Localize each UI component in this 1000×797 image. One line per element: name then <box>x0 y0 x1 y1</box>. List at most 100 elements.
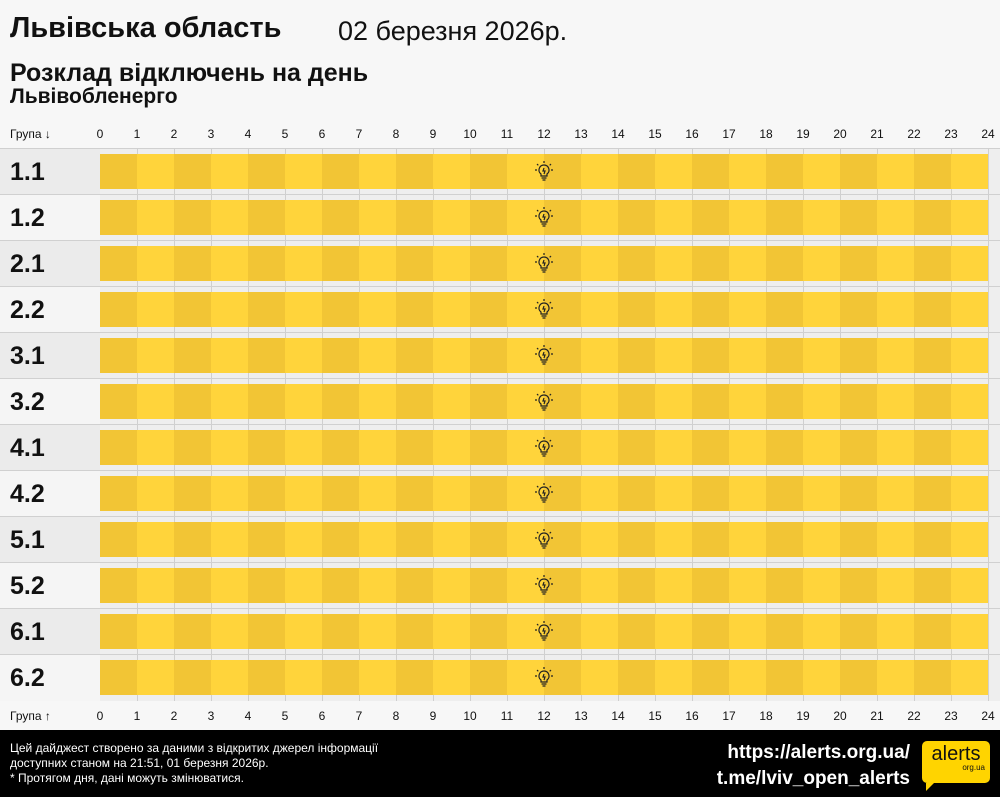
hour-slot <box>248 338 285 373</box>
hour-tick: 3 <box>207 709 215 723</box>
hour-gridline <box>988 379 989 425</box>
hour-tick: 9 <box>429 709 437 723</box>
hour-slot <box>729 338 766 373</box>
group-sort-label[interactable]: Група ↑ <box>10 709 51 723</box>
hour-tick: 16 <box>685 127 699 141</box>
hour-slot <box>211 430 248 465</box>
hour-slot <box>618 660 655 695</box>
hour-slot <box>174 430 211 465</box>
hour-slot <box>359 384 396 419</box>
hour-slot <box>618 522 655 557</box>
hour-slot <box>729 522 766 557</box>
power-on-bar <box>100 430 988 465</box>
hour-slot <box>285 614 322 649</box>
hour-slot <box>507 292 544 327</box>
hour-slot <box>766 246 803 281</box>
hour-slot <box>322 338 359 373</box>
hour-tick: 19 <box>796 709 810 723</box>
hour-slot <box>618 384 655 419</box>
hour-tick: 19 <box>796 127 810 141</box>
hour-slot <box>581 338 618 373</box>
alerts-logo: alerts org.ua <box>922 741 990 791</box>
hour-slot <box>174 292 211 327</box>
hour-slot <box>951 660 988 695</box>
hour-slot <box>470 200 507 235</box>
hour-slot <box>544 154 581 189</box>
hour-slot <box>766 430 803 465</box>
lightbulb-icon <box>535 253 553 273</box>
hour-slot <box>396 154 433 189</box>
hour-slot <box>914 568 951 603</box>
hour-tick: 21 <box>870 709 884 723</box>
hour-slot <box>766 568 803 603</box>
hour-slot <box>729 200 766 235</box>
hour-tick: 17 <box>722 709 736 723</box>
hour-slot <box>322 292 359 327</box>
hour-slot <box>285 200 322 235</box>
group-label: 2.1 <box>0 241 100 287</box>
hour-slot <box>507 154 544 189</box>
hour-tick: 4 <box>244 709 252 723</box>
hour-slot <box>544 522 581 557</box>
hour-slot <box>692 384 729 419</box>
hour-slot <box>692 660 729 695</box>
hour-gridline <box>988 655 989 701</box>
hour-slot <box>581 200 618 235</box>
hour-slot <box>914 614 951 649</box>
hour-tick: 6 <box>318 709 326 723</box>
lightbulb-icon <box>535 621 553 641</box>
hour-slot <box>655 568 692 603</box>
hour-slot <box>322 200 359 235</box>
hour-slot <box>248 154 285 189</box>
group-label: 5.1 <box>0 517 100 563</box>
hour-slot <box>655 430 692 465</box>
hour-slot <box>174 568 211 603</box>
telegram-link[interactable]: t.me/lviv_open_alerts <box>716 768 910 789</box>
hour-slot <box>581 476 618 511</box>
hour-slot <box>470 568 507 603</box>
group-row: 5.1 <box>0 516 1000 563</box>
hour-slot <box>248 246 285 281</box>
hour-slot <box>359 246 396 281</box>
hour-slot <box>951 384 988 419</box>
hour-tick: 9 <box>429 127 437 141</box>
hour-slot <box>840 200 877 235</box>
hour-slot <box>507 660 544 695</box>
hour-slot <box>618 200 655 235</box>
hour-slot <box>877 568 914 603</box>
hour-slot <box>803 292 840 327</box>
site-link[interactable]: https://alerts.org.ua/ <box>727 742 910 763</box>
lightbulb-icon <box>535 667 553 687</box>
group-label: 6.2 <box>0 655 100 701</box>
hour-slot <box>470 430 507 465</box>
hour-slot <box>507 568 544 603</box>
hour-gridline <box>988 195 989 241</box>
hour-slot <box>100 614 137 649</box>
hour-slot <box>174 154 211 189</box>
power-on-bar <box>100 200 988 235</box>
hour-slot <box>803 200 840 235</box>
hour-slot <box>285 292 322 327</box>
hour-slot <box>951 154 988 189</box>
group-row: 4.2 <box>0 470 1000 517</box>
hour-slot <box>655 614 692 649</box>
hour-slot <box>433 568 470 603</box>
group-sort-label[interactable]: Група ↓ <box>10 127 51 141</box>
hour-slot <box>322 246 359 281</box>
group-row: 6.2 <box>0 654 1000 701</box>
hour-slot <box>285 384 322 419</box>
group-track <box>100 609 1000 655</box>
hour-slot <box>211 338 248 373</box>
hour-slot <box>914 246 951 281</box>
hour-tick: 23 <box>944 127 958 141</box>
hour-slot <box>285 522 322 557</box>
hour-slot <box>100 522 137 557</box>
group-label: 1.1 <box>0 149 100 195</box>
hour-slot <box>396 614 433 649</box>
hour-slot <box>581 430 618 465</box>
hour-slot <box>248 292 285 327</box>
hour-gridline <box>988 609 989 655</box>
hour-slot <box>174 476 211 511</box>
hour-tick: 11 <box>500 127 514 141</box>
hour-slot <box>396 246 433 281</box>
